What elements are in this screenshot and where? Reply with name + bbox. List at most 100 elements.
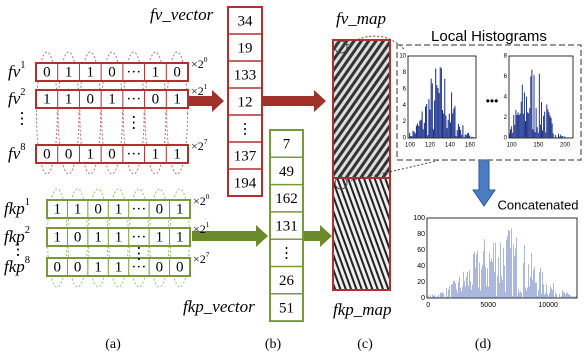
hist-bar — [509, 133, 510, 138]
hist-bar — [551, 118, 552, 138]
hist-bar — [496, 296, 497, 298]
bit-ellipsis: ⋮ — [131, 246, 147, 263]
hist-bar — [576, 296, 577, 298]
hist-bar — [567, 293, 568, 298]
hist-bar — [436, 297, 437, 298]
bit: 0 — [43, 64, 51, 80]
hist-bar — [467, 272, 468, 298]
hist-bar — [450, 122, 451, 138]
hist-bar — [568, 294, 569, 298]
concat-label: Concatenated — [498, 197, 579, 212]
bit: 1 — [43, 91, 51, 107]
hist-bar — [410, 136, 411, 138]
bit: 1 — [94, 259, 102, 275]
bit-ellipsis: ⋮ — [126, 115, 142, 132]
hist-bar — [561, 296, 562, 298]
row-label-sup: 2 — [25, 226, 30, 237]
hist-bar — [545, 293, 546, 298]
hist-bar — [469, 136, 470, 138]
bit: 0 — [53, 259, 61, 275]
hist-bar — [543, 284, 544, 298]
hist-bar — [572, 297, 573, 298]
hist-bar — [529, 108, 530, 138]
vector-cell: ⋮ — [238, 121, 253, 137]
hist-bar — [518, 112, 519, 138]
arrow — [262, 90, 326, 112]
hist-bar — [549, 293, 550, 298]
vector-cell: 19 — [238, 40, 253, 56]
hist-bar — [486, 286, 487, 298]
hist-bar — [452, 113, 453, 138]
hist-bar — [459, 277, 460, 298]
hist-bar — [518, 289, 519, 298]
bit: 1 — [108, 91, 116, 107]
hist-bar — [514, 256, 515, 298]
y-tick-label: 0 — [504, 136, 508, 142]
hist-bar — [434, 295, 435, 298]
hist-bar — [537, 296, 538, 298]
hist-bar — [514, 125, 515, 138]
hist-bar — [537, 127, 538, 138]
hist-bar — [534, 75, 535, 138]
hist-bar — [475, 267, 476, 298]
hist-bar — [504, 265, 505, 298]
multiplier: ×21 — [191, 82, 208, 98]
hist-bar — [435, 69, 436, 138]
hist-bar — [433, 129, 434, 138]
hist-bar — [522, 85, 523, 138]
vector-cell: 26 — [279, 273, 295, 289]
bit: 1 — [173, 91, 181, 107]
y-tick-label: 80 — [417, 231, 425, 238]
multiplier: ×20 — [193, 192, 210, 208]
hist-bar — [559, 294, 560, 298]
hist-bar — [456, 289, 457, 298]
hist-bar — [488, 287, 489, 298]
hist-bar — [416, 126, 417, 138]
hist-bar — [447, 296, 448, 298]
row-label-base: fkp — [4, 199, 25, 218]
hist-bar — [539, 74, 540, 138]
hist-bar — [561, 136, 562, 138]
hist-bar — [456, 136, 457, 138]
hist-bar — [544, 112, 545, 138]
bit: 1 — [53, 201, 61, 217]
hist-bar — [506, 240, 507, 298]
caption: (d) — [475, 337, 492, 352]
vector-cell: 131 — [275, 218, 298, 234]
multiplier: ×27 — [191, 137, 208, 153]
hist-bar — [563, 292, 564, 298]
vector-cell: 7 — [283, 136, 291, 152]
hist-bar — [552, 290, 553, 298]
x-tick-label: 100 — [405, 143, 416, 149]
hist-bar — [435, 297, 436, 298]
row-label: fv1 — [8, 61, 26, 81]
hist-bar — [507, 236, 508, 298]
hist-bar — [539, 272, 540, 298]
hist-bar — [462, 125, 463, 138]
hist-bar — [466, 135, 467, 138]
hist-bar — [471, 290, 472, 298]
x-tick-label: 150 — [533, 143, 544, 149]
hist-bar — [481, 269, 482, 298]
hist-bar — [515, 110, 516, 138]
hist-bar — [443, 113, 444, 138]
hist-bar — [414, 132, 415, 138]
bit: 0 — [87, 91, 95, 107]
hist-bar — [565, 295, 566, 298]
bit: 0 — [156, 259, 164, 275]
hist-bar — [564, 136, 565, 138]
hist-bar — [526, 97, 527, 138]
hist-bar — [527, 112, 528, 138]
hist-bar — [430, 295, 431, 298]
hist-bar — [485, 267, 486, 298]
y-tick-label: 4 — [403, 103, 407, 109]
hist-bar — [438, 295, 439, 298]
hist-bar — [530, 277, 531, 298]
arrow — [473, 160, 495, 206]
fkp-map-image — [333, 178, 390, 290]
bit: 1 — [53, 229, 61, 245]
hist-bar — [560, 297, 561, 298]
y-tick-label: 0 — [403, 136, 407, 142]
hist-bar — [430, 110, 431, 138]
hist-bar — [478, 287, 479, 298]
